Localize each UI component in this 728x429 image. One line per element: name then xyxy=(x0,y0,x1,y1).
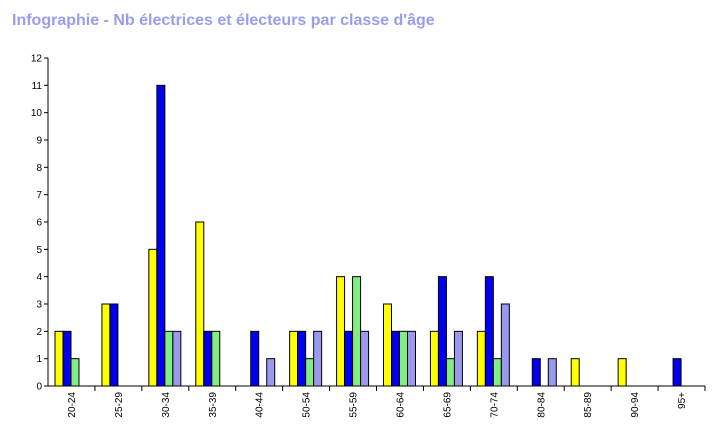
bar-55-59-s1 xyxy=(336,276,346,387)
y-tick-label: 8 xyxy=(36,163,42,174)
x-tick-label-70-74: 70-74 xyxy=(489,392,500,418)
x-tick-label-60-64: 60-64 xyxy=(395,392,406,418)
y-tick-label: 4 xyxy=(36,272,42,283)
bar-35-39-s1 xyxy=(195,221,205,387)
bar-65-69-s1 xyxy=(429,330,439,387)
x-tick-label-80-84: 80-84 xyxy=(536,392,547,418)
bar-90-94-s1 xyxy=(617,358,627,387)
bar-50-54-s2 xyxy=(297,330,307,387)
bar-40-44-s2 xyxy=(250,330,260,387)
bar-60-64-s1 xyxy=(383,303,392,387)
bar-85-89-s1 xyxy=(570,358,580,387)
bar-65-69-s4 xyxy=(453,330,463,387)
y-tick-label: 2 xyxy=(36,327,42,338)
bars-layer xyxy=(54,84,682,387)
y-tick-label: 7 xyxy=(36,190,42,201)
y-tick-label: 1 xyxy=(36,354,42,365)
bar-65-69-s3 xyxy=(445,358,455,387)
bar-55-59-s2 xyxy=(344,330,354,387)
chart-title: Infographie - Nb électrices et électeurs… xyxy=(12,12,435,29)
bar-70-74-s1 xyxy=(476,330,486,387)
y-tick-label: 3 xyxy=(36,300,42,311)
bar-50-54-s1 xyxy=(289,330,299,387)
x-tick-label-65-69: 65-69 xyxy=(442,392,453,418)
bar-60-64-s4 xyxy=(407,330,416,387)
x-tick-label-55-59: 55-59 xyxy=(349,392,360,418)
y-tick-label: 0 xyxy=(36,382,42,393)
y-tick-label: 6 xyxy=(36,218,42,229)
bar-60-64-s3 xyxy=(399,330,408,387)
bar-80-84-s2 xyxy=(531,358,541,387)
y-tick-label: 11 xyxy=(32,81,43,92)
bar-65-69-s2 xyxy=(437,276,447,387)
x-tick-label-40-44: 40-44 xyxy=(255,392,266,418)
bar-80-84-s4 xyxy=(547,358,557,387)
x-tick-label-90-94: 90-94 xyxy=(630,392,641,418)
bar-20-24-s2 xyxy=(62,330,72,387)
bar-35-39-s2 xyxy=(203,330,213,387)
bar-50-54-s3 xyxy=(305,358,315,387)
bar-30-34-s4 xyxy=(172,330,182,387)
bar-55-59-s4 xyxy=(360,330,370,387)
y-tick-label: 10 xyxy=(31,108,43,119)
x-tick-label-20-24: 20-24 xyxy=(67,392,78,418)
x-tick-label-50-54: 50-54 xyxy=(302,392,313,418)
bar-50-54-s4 xyxy=(313,330,323,387)
y-tick-label: 9 xyxy=(36,136,42,147)
bar-30-34-s3 xyxy=(164,330,174,387)
bar-55-59-s3 xyxy=(352,276,362,387)
bar-35-39-s3 xyxy=(211,330,221,387)
x-tick-label-95+: 95+ xyxy=(677,392,688,409)
bar-20-24-s1 xyxy=(54,330,64,387)
x-tick-label-30-34: 30-34 xyxy=(161,392,172,418)
y-tick-label: 12 xyxy=(31,54,43,65)
bar-70-74-s2 xyxy=(484,276,494,387)
y-tick-label: 5 xyxy=(36,245,42,256)
x-tick-label-85-89: 85-89 xyxy=(583,392,594,418)
bar-30-34-s1 xyxy=(148,248,158,387)
bar-60-64-s2 xyxy=(391,330,400,387)
x-tick-label-35-39: 35-39 xyxy=(208,392,219,418)
bar-95+-s2 xyxy=(672,358,682,387)
bar-40-44-s4 xyxy=(266,358,276,387)
bar-25-29-s2 xyxy=(109,303,119,387)
x-tick-label-25-29: 25-29 xyxy=(114,392,125,418)
bar-70-74-s4 xyxy=(500,303,510,387)
bar-70-74-s3 xyxy=(492,358,502,387)
bar-20-24-s3 xyxy=(70,358,80,387)
bar-25-29-s1 xyxy=(101,303,111,387)
bar-30-34-s2 xyxy=(156,84,166,387)
